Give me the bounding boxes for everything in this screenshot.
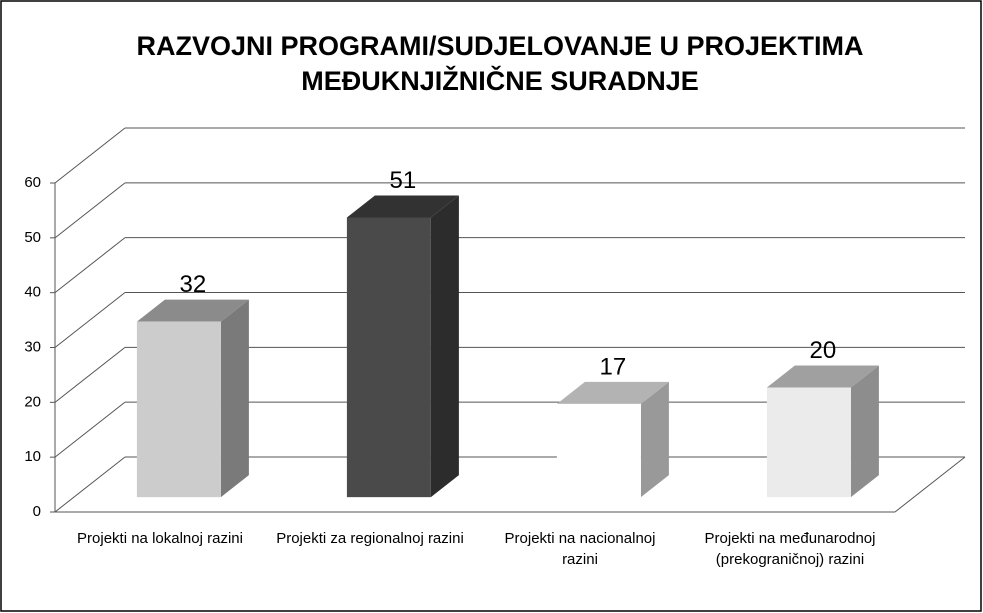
bar-side xyxy=(640,381,669,498)
bar xyxy=(556,403,641,498)
bar-top xyxy=(136,299,249,322)
y-tick-label: 50 xyxy=(24,229,41,246)
grid-line xyxy=(54,127,126,184)
y-tick-label: 20 xyxy=(24,393,41,410)
x-tick-label: Projekti za regionalnoj razini xyxy=(276,530,464,547)
value-label: 32 xyxy=(180,271,207,298)
grid-line xyxy=(54,182,126,239)
grid-line xyxy=(54,292,126,348)
bar-side xyxy=(850,365,879,498)
value-label: 51 xyxy=(390,167,417,194)
value-label: 20 xyxy=(810,337,837,364)
floor-right xyxy=(894,456,966,513)
x-tick-label: Projekti na međunarodnoj (prekograničnoj… xyxy=(704,530,876,568)
bar xyxy=(136,321,221,498)
chart-title: RAZVOJNI PROGRAMI/SUDJELOVANJE U PROJEKT… xyxy=(136,31,863,61)
x-tick-label: Projekti na nacionalnoj razini xyxy=(504,530,656,568)
grid-line xyxy=(54,346,126,403)
bar-top xyxy=(556,381,669,404)
value-label: 17 xyxy=(600,353,627,380)
bar-top xyxy=(346,195,459,218)
y-tick-label: 30 xyxy=(24,338,41,355)
y-tick-label: 0 xyxy=(33,503,41,520)
grid-line xyxy=(54,456,126,513)
chart-title: MEĐUKNJIŽNIČNE SURADNJE xyxy=(301,65,699,96)
bar-top xyxy=(766,365,879,388)
bar-side xyxy=(220,299,249,498)
bar-side xyxy=(430,195,459,498)
bar xyxy=(346,217,431,498)
grid-line xyxy=(54,237,126,294)
bar xyxy=(766,387,851,498)
x-tick-label: Projekti na lokalnoj razini xyxy=(77,530,243,547)
grid-line xyxy=(54,401,126,458)
y-tick-label: 60 xyxy=(24,174,41,191)
y-tick-label: 10 xyxy=(24,448,41,465)
y-tick-label: 40 xyxy=(24,284,41,301)
